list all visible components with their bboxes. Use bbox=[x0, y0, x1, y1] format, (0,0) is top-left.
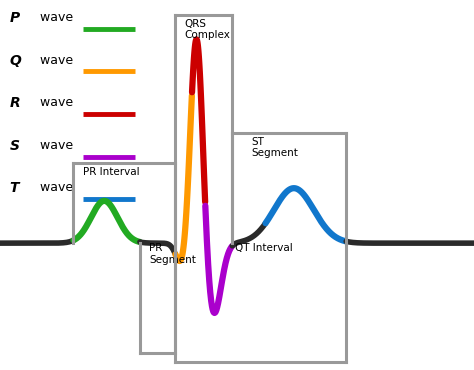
Text: QT Interval: QT Interval bbox=[235, 243, 293, 253]
Text: wave: wave bbox=[36, 96, 73, 109]
Text: S: S bbox=[9, 139, 19, 153]
Text: P: P bbox=[9, 11, 19, 25]
Text: PR
Segment: PR Segment bbox=[149, 243, 196, 265]
Text: T: T bbox=[9, 181, 19, 195]
Text: QRS
Complex: QRS Complex bbox=[185, 18, 231, 40]
Text: wave: wave bbox=[36, 139, 73, 152]
Text: wave: wave bbox=[36, 181, 73, 194]
Text: R: R bbox=[9, 96, 20, 110]
Text: PR Interval: PR Interval bbox=[83, 166, 139, 176]
Text: Q: Q bbox=[9, 54, 21, 68]
Text: ST
Segment: ST Segment bbox=[251, 137, 298, 158]
Text: wave: wave bbox=[36, 54, 73, 67]
Text: wave: wave bbox=[36, 11, 73, 24]
